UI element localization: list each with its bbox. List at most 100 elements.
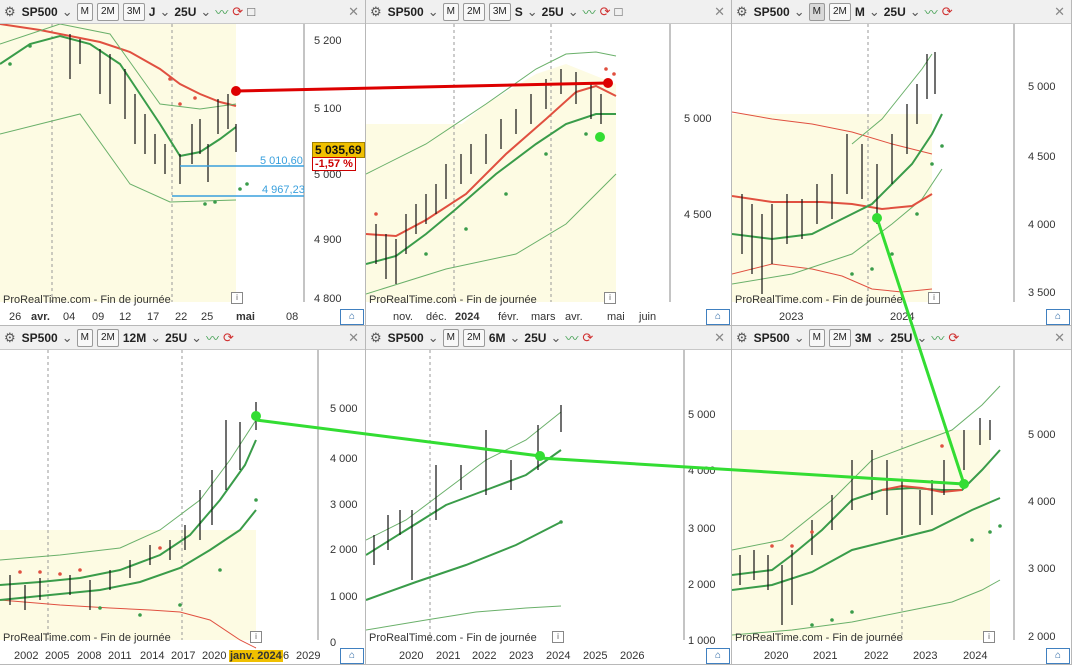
symbol-selector[interactable]: SP500 [21,4,58,19]
indicators-icon[interactable]: 〰 [931,331,945,346]
period-button-3m[interactable]: 3M [122,2,145,21]
chart-panel-6m[interactable]: ⚙ SP500 ⌄ M 2M 6M ⌄ 25U ⌄ 〰 ⟳ ✕ 5 000 4 … [366,326,732,665]
bars-count-selector[interactable]: 25U [883,4,906,19]
period-button-m[interactable]: M [76,2,93,21]
period-button-m[interactable]: M [808,328,825,347]
settings-icon[interactable]: ⚙ [4,329,16,345]
refresh-icon[interactable]: ⟳ [948,329,960,345]
period-button-m[interactable]: M [442,328,459,347]
info-icon[interactable]: i [604,292,616,304]
period-button-m[interactable]: M [76,328,93,347]
refresh-icon[interactable]: ⟳ [232,3,244,19]
settings-icon[interactable]: ⚙ [736,329,748,345]
indicators-icon[interactable]: 〰 [924,5,938,20]
home-button[interactable]: ⌂ [706,648,730,664]
indicators-icon[interactable]: 〰 [215,5,229,20]
home-button[interactable]: ⌂ [1046,309,1070,325]
settings-icon[interactable]: ⚙ [370,329,382,345]
chevron-down-icon[interactable]: ⌄ [200,3,212,19]
info-icon[interactable]: i [928,292,940,304]
indicators-icon[interactable]: 〰 [565,331,579,346]
timeframe-selector[interactable]: 6M [488,330,506,345]
period-button-m[interactable]: M [442,2,459,21]
timeframe-selector[interactable]: M [854,4,865,19]
chart-area[interactable]: 5 200 5 100 5 000 4 900 4 800 [0,24,366,326]
close-icon[interactable]: ✕ [348,4,359,19]
bars-count-selector[interactable]: 25U [541,4,564,19]
period-button-2m[interactable]: 2M [462,328,485,347]
close-icon[interactable]: ✕ [714,330,725,345]
chart-area[interactable]: 5 000 4 500 4 000 3 500 [732,24,1072,326]
chart-area[interactable]: 5 000 4 000 3 000 2 000 1 000 0 [0,350,366,665]
close-icon[interactable]: ✕ [1054,330,1065,345]
chevron-down-icon[interactable]: ⌄ [909,3,921,19]
chart-area[interactable]: 5 000 4 000 3 000 2 000 [732,350,1072,665]
settings-icon[interactable]: ⚙ [736,3,748,19]
period-button-2m[interactable]: 2M [828,328,851,347]
period-button-2m[interactable]: 2M [96,2,119,21]
refresh-icon[interactable]: ⟳ [941,3,953,19]
period-button-2m[interactable]: 2M [96,328,119,347]
close-icon[interactable]: ✕ [1054,4,1065,19]
chevron-down-icon[interactable]: ⌄ [159,3,171,19]
close-icon[interactable]: ✕ [714,4,725,19]
indicators-icon[interactable]: 〰 [582,5,596,20]
chevron-down-icon[interactable]: ⌄ [793,3,805,19]
chevron-down-icon[interactable]: ⌄ [427,3,439,19]
home-button[interactable]: ⌂ [706,309,730,325]
maximize-icon[interactable]: □ [614,4,623,19]
settings-icon[interactable]: ⚙ [370,3,382,19]
chart-panel-weekly[interactable]: ⚙ SP500 ⌄ M 2M 3M S ⌄ 25U ⌄ 〰 ⟳ □ ✕ [366,0,732,326]
indicators-icon[interactable]: 〰 [206,331,220,346]
chart-area[interactable]: 5 000 4 000 3 000 2 000 1 000 [366,350,732,665]
symbol-selector[interactable]: SP500 [753,4,790,19]
settings-icon[interactable]: ⚙ [4,3,16,19]
chart-area[interactable]: 5 000 4 500 [366,24,732,326]
bars-count-selector[interactable]: 25U [174,4,197,19]
chevron-down-icon[interactable]: ⌄ [550,329,562,345]
chevron-down-icon[interactable]: ⌄ [916,329,928,345]
chevron-down-icon[interactable]: ⌄ [61,329,73,345]
bars-count-selector[interactable]: 25U [524,330,547,345]
chevron-down-icon[interactable]: ⌄ [150,329,162,345]
period-button-2m[interactable]: 2M [828,2,851,21]
chevron-down-icon[interactable]: ⌄ [509,329,521,345]
period-button-3m[interactable]: 3M [488,2,511,21]
home-button[interactable]: ⌂ [1046,648,1070,664]
bars-count-selector[interactable]: 25U [890,330,913,345]
chart-panel-monthly[interactable]: ⚙ SP500 ⌄ M 2M M ⌄ 25U ⌄ 〰 ⟳ ✕ [732,0,1072,326]
chevron-down-icon[interactable]: ⌄ [868,3,880,19]
bars-count-selector[interactable]: 25U [165,330,188,345]
chevron-down-icon[interactable]: ⌄ [875,329,887,345]
timeframe-selector[interactable]: S [514,4,523,19]
info-icon[interactable]: i [231,292,243,304]
info-icon[interactable]: i [983,631,995,643]
info-icon[interactable]: i [552,631,564,643]
chevron-down-icon[interactable]: ⌄ [427,329,439,345]
chevron-down-icon[interactable]: ⌄ [793,329,805,345]
period-button-m[interactable]: M [808,2,825,21]
chevron-down-icon[interactable]: ⌄ [191,329,203,345]
home-button[interactable]: ⌂ [340,648,364,664]
symbol-selector[interactable]: SP500 [21,330,58,345]
chevron-down-icon[interactable]: ⌄ [567,3,579,19]
chevron-down-icon[interactable]: ⌄ [526,3,538,19]
symbol-selector[interactable]: SP500 [387,330,424,345]
timeframe-selector[interactable]: 3M [854,330,872,345]
timeframe-selector[interactable]: 12M [122,330,147,345]
maximize-icon[interactable]: □ [247,4,256,19]
refresh-icon[interactable]: ⟳ [582,329,594,345]
chart-panel-3m[interactable]: ⚙ SP500 ⌄ M 2M 3M ⌄ 25U ⌄ 〰 ⟳ ✕ [732,326,1072,665]
close-icon[interactable]: ✕ [348,330,359,345]
info-icon[interactable]: i [250,631,262,643]
home-button[interactable]: ⌂ [340,309,364,325]
chevron-down-icon[interactable]: ⌄ [61,3,73,19]
timeframe-selector[interactable]: J [148,4,156,19]
refresh-icon[interactable]: ⟳ [223,329,234,345]
chart-panel-daily[interactable]: ⚙ SP500 ⌄ M 2M 3M J ⌄ 25U ⌄ 〰 ⟳ □ ✕ [0,0,366,326]
refresh-icon[interactable]: ⟳ [599,3,611,19]
period-button-2m[interactable]: 2M [462,2,485,21]
symbol-selector[interactable]: SP500 [753,330,790,345]
chart-panel-12m[interactable]: ⚙ SP500 ⌄ M 2M 12M ⌄ 25U ⌄ 〰 ⟳ ✕ [0,326,366,665]
symbol-selector[interactable]: SP500 [387,4,424,19]
